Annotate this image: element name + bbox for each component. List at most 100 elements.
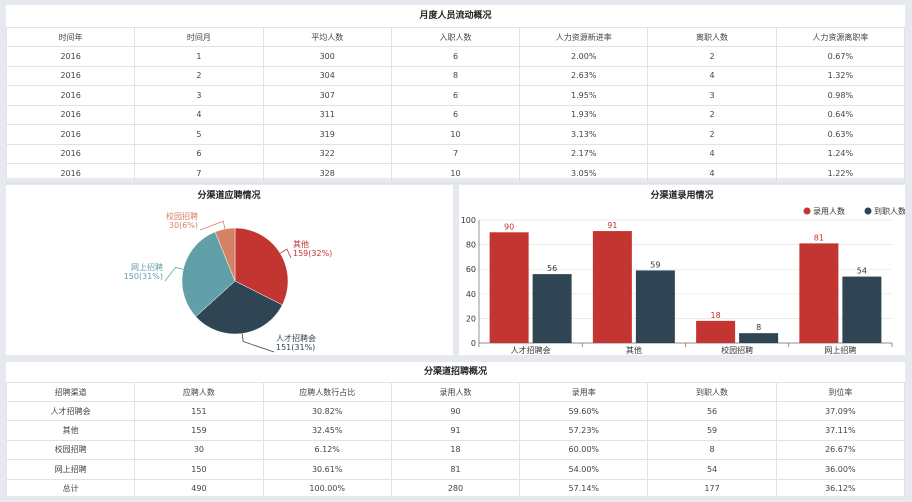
table-cell: 280 bbox=[390, 478, 521, 499]
table-row: 校园招聘 30 6.12% 18 60.00% 8 26.67% bbox=[5, 439, 906, 461]
y-tick-label: 80 bbox=[466, 241, 476, 250]
pie-value-label: 150(31%) bbox=[124, 272, 163, 281]
table-row: 2016 7 328 10 3.05% 4 1.22% bbox=[5, 163, 906, 184]
pie-value-label: 159(32%) bbox=[293, 249, 332, 258]
monthly-flow-title: 月度人员流动概况 bbox=[419, 11, 492, 21]
bar-value-label: 56 bbox=[547, 264, 557, 273]
table-cell: 1.24% bbox=[775, 143, 906, 164]
pie-slice[interactable] bbox=[195, 280, 283, 335]
table-cell: 81 bbox=[390, 459, 521, 480]
table-cell: 2 bbox=[647, 46, 777, 67]
table-cell: 4 bbox=[134, 104, 264, 125]
table-cell: 30 bbox=[134, 439, 264, 461]
pie-slice[interactable] bbox=[181, 231, 236, 317]
table-cell: 3 bbox=[647, 85, 777, 106]
legend-marker[interactable] bbox=[864, 207, 872, 215]
monthly-flow-table: 时间年 时间月 平均人数 入职人数 人力资源新进率 离职人数 人力资源离职率 2016 1 30… bbox=[5, 27, 906, 184]
table-cell: 54.00% bbox=[519, 459, 649, 480]
table-cell: 8 bbox=[647, 439, 777, 461]
table-cell: 307 bbox=[262, 85, 392, 106]
table-cell: 304 bbox=[262, 65, 392, 86]
table-cell: 总计 bbox=[5, 478, 136, 499]
legend-label[interactable]: 到职人数 bbox=[874, 206, 906, 216]
table-cell: 177 bbox=[647, 478, 777, 499]
table-cell: 57.23% bbox=[519, 420, 649, 441]
table-row: 总计 490 100.00% 280 57.14% 177 36.12% bbox=[5, 478, 906, 499]
table-cell: 0.63% bbox=[775, 124, 906, 145]
table-row: 2016 4 311 6 1.93% 2 0.64% bbox=[5, 104, 906, 125]
table-cell: 59 bbox=[647, 420, 777, 441]
bar[interactable] bbox=[739, 333, 779, 343]
table-cell: 32.45% bbox=[262, 420, 392, 441]
pie-leader-line bbox=[164, 266, 184, 282]
table-cell: 10 bbox=[390, 124, 521, 145]
table-cell: 4 bbox=[647, 163, 777, 184]
legend-label[interactable]: 录用人数 bbox=[813, 206, 845, 216]
table-cell: 2016 bbox=[5, 85, 136, 106]
bar[interactable] bbox=[842, 276, 882, 343]
bar-value-label: 81 bbox=[814, 233, 824, 242]
table-cell: 311 bbox=[262, 104, 392, 125]
x-tick-label: 其他 bbox=[626, 345, 642, 355]
bar[interactable] bbox=[592, 231, 632, 343]
bar[interactable] bbox=[696, 320, 736, 343]
table-cell: 150 bbox=[134, 459, 264, 480]
table-cell: 30.61% bbox=[262, 459, 392, 480]
table-cell: 6.12% bbox=[262, 439, 392, 461]
table-cell: 328 bbox=[262, 163, 392, 184]
pie-value-label: 30(6%) bbox=[169, 221, 198, 230]
table-cell: 2016 bbox=[5, 104, 136, 125]
table-cell: 319 bbox=[262, 124, 392, 145]
table-cell: 3 bbox=[134, 85, 264, 106]
table-cell: 2 bbox=[134, 65, 264, 86]
pie-leader-line bbox=[199, 220, 226, 231]
table-cell: 159 bbox=[134, 420, 264, 441]
bar[interactable] bbox=[532, 274, 572, 343]
table-cell: 网上招聘 bbox=[5, 459, 136, 480]
bar-value-label: 90 bbox=[504, 222, 514, 231]
table-cell: 2 bbox=[647, 104, 777, 125]
column-header: 应聘人数 bbox=[134, 382, 264, 402]
pie-label: 网上招聘 bbox=[131, 262, 163, 272]
bar[interactable] bbox=[635, 270, 675, 343]
x-tick-label: 网上招聘 bbox=[824, 345, 856, 355]
pie-slice[interactable] bbox=[214, 227, 236, 282]
table-cell: 2016 bbox=[5, 163, 136, 184]
bar-value-label: 18 bbox=[711, 311, 721, 320]
table-cell: 300 bbox=[262, 46, 392, 67]
table-cell: 6 bbox=[390, 104, 521, 125]
table-row: 人才招聘会 151 30.82% 90 59.60% 56 37.09% bbox=[5, 400, 906, 422]
table-cell: 0.67% bbox=[775, 46, 906, 67]
table-header-row: 时间年 时间月 平均人数 入职人数 人力资源新进率 离职人数 人力资源离职率 bbox=[5, 27, 906, 47]
column-header: 到位率 bbox=[775, 382, 906, 402]
pie-label: 校园招聘 bbox=[166, 211, 198, 221]
y-tick-label: 20 bbox=[466, 314, 476, 323]
table-row: 其他 159 32.45% 91 57.23% 59 37.11% bbox=[5, 420, 906, 441]
table-cell: 3.13% bbox=[519, 124, 649, 145]
bar[interactable] bbox=[799, 243, 839, 343]
monthly-flow-panel: 月度人员流动概况 时间年 时间月 平均人数 入职人数 人力资源新进率 离职人数 人力资源离职… bbox=[5, 5, 906, 184]
pie-slice[interactable] bbox=[234, 227, 289, 306]
table-cell: 7 bbox=[134, 163, 264, 184]
column-header: 人力资源离职率 bbox=[775, 27, 906, 47]
table-cell: 4 bbox=[647, 65, 777, 86]
x-tick-label: 人才招聘会 bbox=[511, 345, 551, 355]
channel-title: 分渠道招聘概况 bbox=[423, 367, 487, 377]
bar-value-label: 91 bbox=[607, 221, 617, 230]
table-cell: 2016 bbox=[5, 65, 136, 86]
table-cell: 6 bbox=[134, 143, 264, 164]
column-header: 到职人数 bbox=[647, 382, 777, 402]
table-cell: 18 bbox=[390, 439, 521, 461]
table-cell: 1.95% bbox=[519, 85, 649, 106]
legend-marker[interactable] bbox=[803, 207, 811, 215]
table-cell: 57.14% bbox=[519, 478, 649, 499]
table-cell: 91 bbox=[390, 420, 521, 441]
column-header: 应聘人数行占比 bbox=[262, 382, 392, 402]
table-cell: 1 bbox=[134, 46, 264, 67]
table-cell: 6 bbox=[390, 46, 521, 67]
bar[interactable] bbox=[489, 232, 529, 343]
table-row: 2016 6 322 7 2.17% 4 1.24% bbox=[5, 143, 906, 164]
table-cell: 60.00% bbox=[519, 439, 649, 461]
table-cell: 3.05% bbox=[519, 163, 649, 184]
